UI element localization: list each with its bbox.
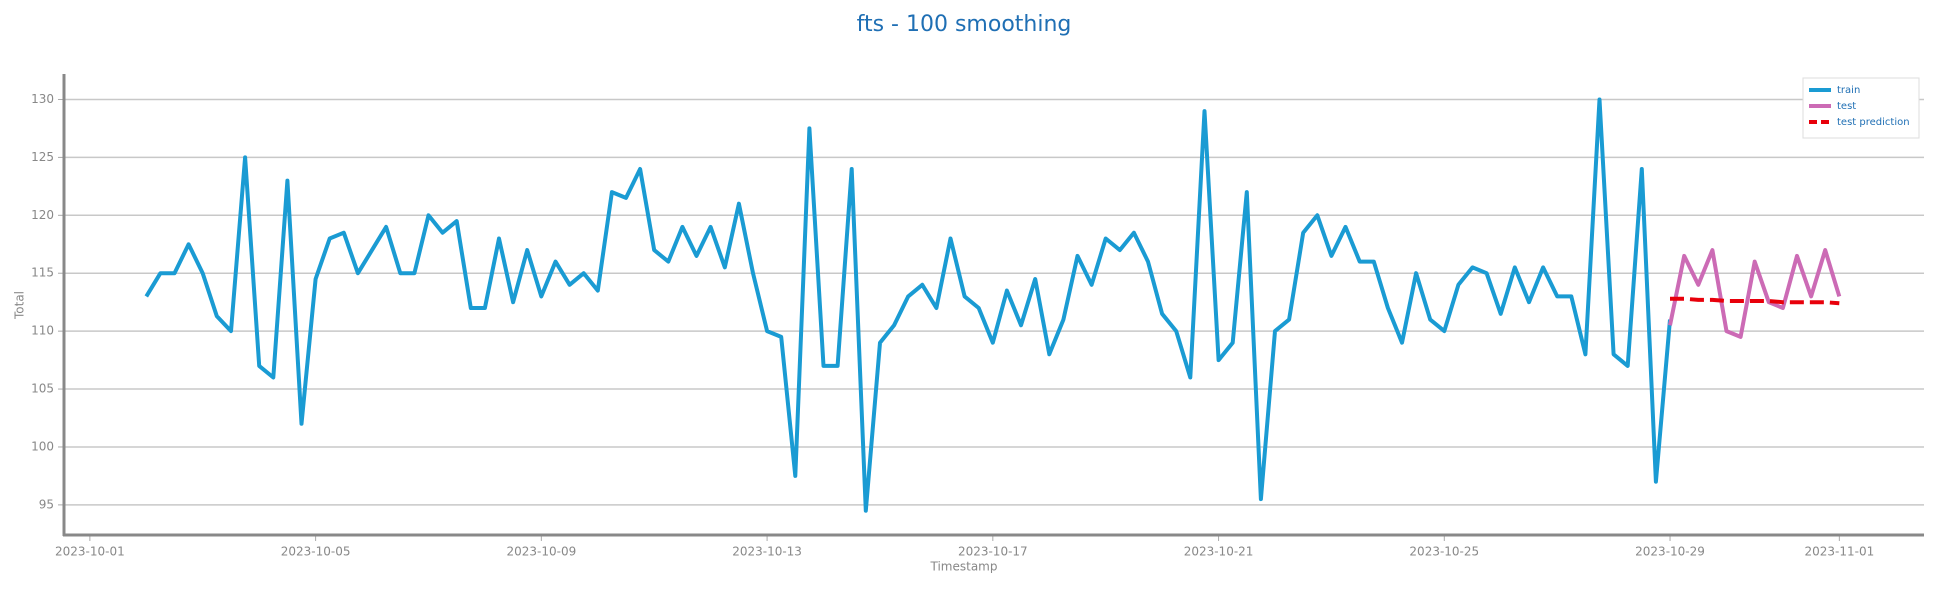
y-tick-label: 120 <box>31 208 54 222</box>
x-tick-label: 2023-10-21 <box>1184 545 1254 559</box>
x-tick-label: 2023-10-29 <box>1635 545 1705 559</box>
y-tick-label: 125 <box>31 150 54 164</box>
y-tick-label: 115 <box>31 266 54 280</box>
y-tick-label: 110 <box>31 324 54 338</box>
y-axis-label: Total <box>13 291 27 320</box>
x-tick-label: 2023-10-09 <box>506 545 576 559</box>
legend-label: test <box>1837 101 1856 112</box>
y-tick-label: 95 <box>39 497 54 511</box>
chart-title: fts - 100 smoothing <box>857 12 1072 37</box>
series-line <box>1668 248 1842 339</box>
x-tick-label: 2023-10-05 <box>281 545 351 559</box>
y-tick-label: 100 <box>31 439 54 453</box>
y-tick-label: 105 <box>31 382 54 396</box>
series-line <box>144 97 1672 513</box>
x-tick-label: 2023-10-01 <box>55 545 125 559</box>
x-axis-label: Timestamp <box>930 560 998 574</box>
x-tick-label: 2023-10-25 <box>1409 545 1479 559</box>
x-tick-label: 2023-11-01 <box>1804 545 1874 559</box>
x-tick-label: 2023-10-17 <box>958 545 1028 559</box>
series-line <box>1670 296 1840 306</box>
y-tick-label: 130 <box>31 92 54 106</box>
legend-label: test prediction <box>1837 117 1910 128</box>
legend-label: train <box>1837 85 1860 96</box>
x-tick-label: 2023-10-13 <box>732 545 802 559</box>
